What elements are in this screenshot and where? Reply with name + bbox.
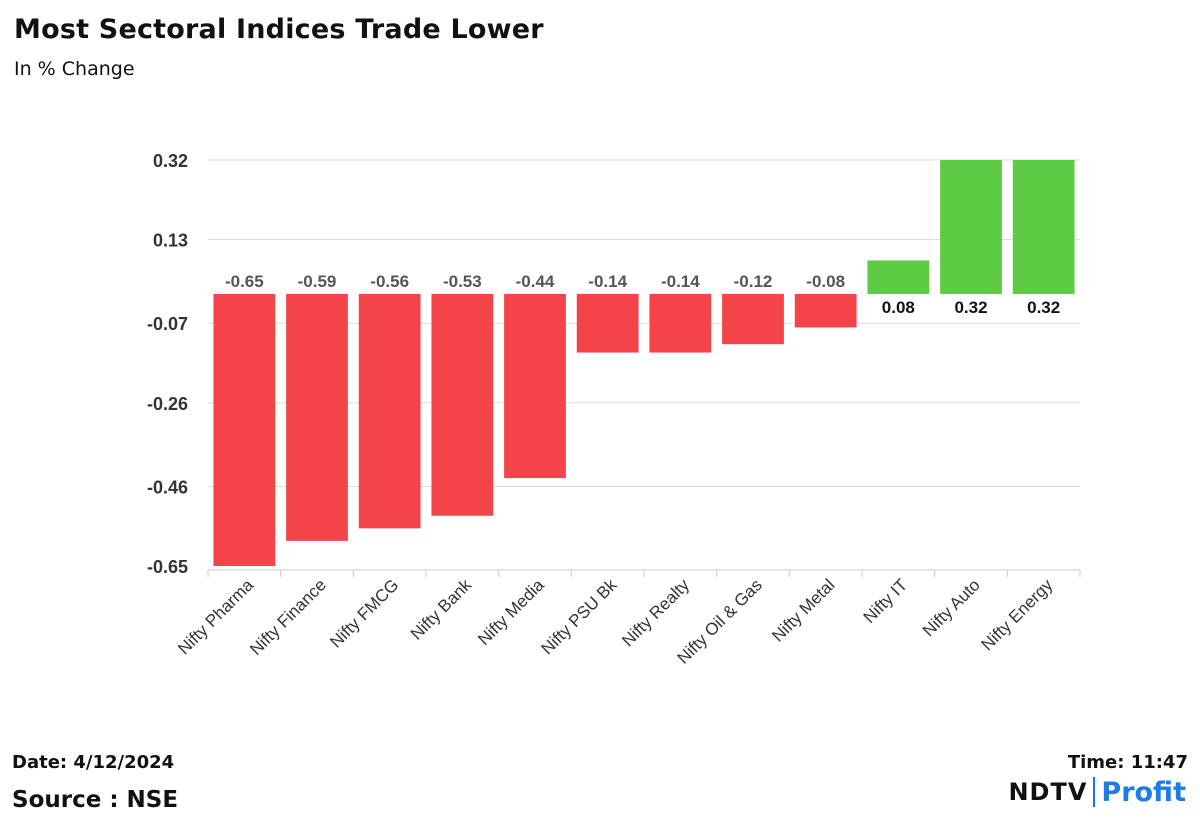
ndtv-wordmark: NDTV <box>1008 778 1088 806</box>
data-label: -0.12 <box>734 272 773 291</box>
chart-subtitle: In % Change <box>14 58 135 80</box>
x-tick-label: Nifty FMCG <box>326 575 402 651</box>
logo-divider <box>1093 777 1096 807</box>
x-tick-label: Nifty Finance <box>246 575 330 659</box>
x-tick-label: Nifty Energy <box>978 575 1057 654</box>
ndtv-profit-logo: NDTV Profit <box>1008 774 1186 810</box>
bar-nifty-fmcg <box>358 293 421 529</box>
bar-nifty-media <box>504 293 566 479</box>
data-label: 0.32 <box>954 298 987 317</box>
profit-wordmark: Profit <box>1101 776 1186 808</box>
date-label: Date: 4/12/2024 <box>12 752 175 773</box>
data-label: -0.14 <box>588 272 627 291</box>
bar-nifty-psu-bk <box>576 293 639 353</box>
time-label: Time: 11:47 <box>1067 752 1188 773</box>
bar-nifty-finance <box>286 293 348 541</box>
bar-nifty-bank <box>431 293 494 516</box>
x-tick-label: Nifty Realty <box>618 575 693 650</box>
x-tick-label: Nifty Media <box>474 575 548 649</box>
bar-nifty-auto <box>940 160 1002 294</box>
y-tick-label: -0.65 <box>147 557 188 577</box>
source-label: Source : NSE <box>12 787 179 813</box>
x-tick-label: Nifty PSU Bk <box>538 575 621 658</box>
data-label: 0.08 <box>882 298 915 317</box>
chart-title: Most Sectoral Indices Trade Lower <box>14 14 544 45</box>
bar-nifty-realty <box>649 293 712 353</box>
y-tick-label: 0.13 <box>153 231 188 251</box>
bar-nifty-pharma <box>213 293 276 566</box>
y-tick-label: 0.32 <box>153 151 188 171</box>
bar-nifty-oil-gas <box>722 293 784 345</box>
data-label: -0.59 <box>298 272 337 291</box>
data-label: -0.65 <box>225 272 264 291</box>
x-tick-label: Nifty Auto <box>919 575 984 640</box>
bar-nifty-energy <box>1012 160 1075 294</box>
y-tick-label: -0.46 <box>147 477 188 497</box>
x-tick-label: Nifty Bank <box>407 575 476 644</box>
data-label: 0.32 <box>1027 298 1060 317</box>
data-label: -0.08 <box>806 272 845 291</box>
y-tick-label: -0.07 <box>147 314 188 334</box>
bar-nifty-it <box>867 260 930 294</box>
data-label: -0.53 <box>443 272 482 291</box>
y-tick-label: -0.26 <box>147 394 188 414</box>
x-tick-label: Nifty Metal <box>768 575 838 645</box>
data-label: -0.14 <box>661 272 700 291</box>
x-tick-label: Nifty Pharma <box>174 575 257 658</box>
x-tick-label: Nifty IT <box>860 575 912 627</box>
data-label: -0.56 <box>370 272 409 291</box>
bar-nifty-metal <box>794 293 857 328</box>
data-label: -0.44 <box>516 272 555 291</box>
